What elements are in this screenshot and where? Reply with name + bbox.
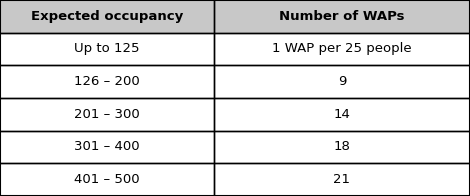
Text: 401 – 500: 401 – 500	[74, 173, 140, 186]
Bar	[214, 131, 470, 163]
Text: 301 – 400: 301 – 400	[74, 141, 140, 153]
Bar	[0, 65, 214, 98]
Text: 201 – 300: 201 – 300	[74, 108, 140, 121]
Bar	[214, 33, 470, 65]
Text: Number of WAPs: Number of WAPs	[279, 10, 405, 23]
Bar	[0, 0, 214, 33]
Bar	[0, 33, 214, 65]
Text: Expected occupancy: Expected occupancy	[31, 10, 183, 23]
Text: 9: 9	[338, 75, 346, 88]
Text: 1 WAP per 25 people: 1 WAP per 25 people	[272, 43, 412, 55]
Bar	[214, 98, 470, 131]
Bar	[0, 131, 214, 163]
Text: 21: 21	[333, 173, 351, 186]
Bar	[214, 0, 470, 33]
Bar	[214, 65, 470, 98]
Text: 126 – 200: 126 – 200	[74, 75, 140, 88]
Bar	[214, 163, 470, 196]
Text: 14: 14	[334, 108, 350, 121]
Text: Up to 125: Up to 125	[74, 43, 140, 55]
Bar	[0, 163, 214, 196]
Text: 18: 18	[334, 141, 350, 153]
Bar	[0, 98, 214, 131]
